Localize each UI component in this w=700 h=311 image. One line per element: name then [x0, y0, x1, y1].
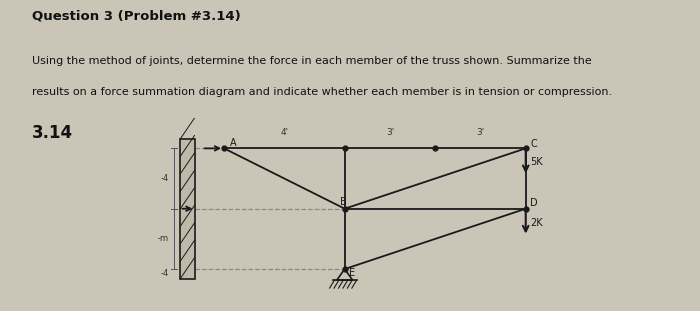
Text: D: D — [531, 198, 538, 208]
Text: E: E — [349, 268, 356, 278]
Text: results on a force summation diagram and indicate whether each member is in tens: results on a force summation diagram and… — [32, 87, 612, 97]
Text: 5K: 5K — [531, 157, 543, 167]
Text: Question 3 (Problem #3.14): Question 3 (Problem #3.14) — [32, 9, 240, 22]
Text: 3.14: 3.14 — [32, 124, 73, 142]
Text: 4': 4' — [280, 128, 288, 137]
Text: A: A — [230, 138, 236, 148]
Text: -4: -4 — [160, 174, 169, 183]
Text: 3': 3' — [476, 128, 484, 137]
Bar — [181, 139, 195, 279]
Text: B: B — [340, 197, 346, 207]
Text: -4: -4 — [160, 268, 169, 277]
Text: 2K: 2K — [531, 218, 543, 228]
Text: Using the method of joints, determine the force in each member of the truss show: Using the method of joints, determine th… — [32, 56, 592, 66]
Text: C: C — [531, 139, 537, 149]
Text: -m: -m — [158, 234, 169, 244]
Text: 3': 3' — [386, 128, 394, 137]
